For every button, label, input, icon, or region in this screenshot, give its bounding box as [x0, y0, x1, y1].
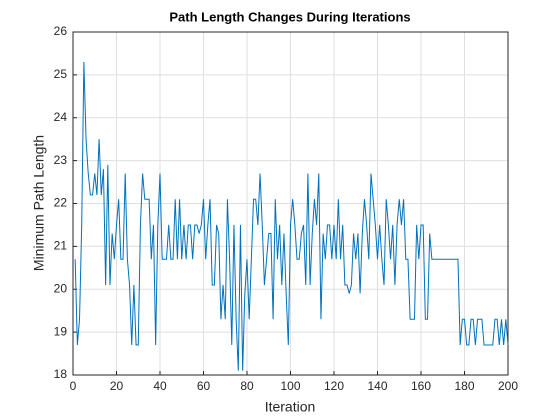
y-tick-label: 19 [54, 324, 68, 338]
axes-box [72, 31, 509, 376]
x-tick-label: 60 [197, 379, 211, 393]
y-tick-label: 26 [54, 24, 68, 38]
y-tick-label: 20 [54, 281, 68, 295]
x-tick-label: 200 [498, 379, 518, 393]
x-tick-label: 100 [280, 379, 300, 393]
x-tick-label: 120 [324, 379, 344, 393]
data-line [74, 61, 509, 371]
x-tick-label: 0 [70, 379, 77, 393]
y-tick-label: 25 [54, 67, 68, 81]
y-tick-label: 22 [54, 196, 68, 210]
x-tick-label: 140 [367, 379, 387, 393]
x-tick-label: 40 [153, 379, 167, 393]
y-axis-label: Minimum Path Length [31, 135, 47, 271]
x-tick-label: 20 [110, 379, 124, 393]
y-tick-label: 21 [54, 239, 68, 253]
y-tick-label: 24 [54, 110, 68, 124]
x-tick-label: 180 [454, 379, 474, 393]
x-tick-label: 160 [411, 379, 431, 393]
chart-title: Path Length Changes During Iterations [169, 9, 410, 24]
y-tick-label: 23 [54, 153, 68, 167]
x-axis-label: Iteration [265, 399, 316, 415]
y-tick-label: 18 [54, 367, 68, 381]
x-tick-label: 80 [240, 379, 254, 393]
